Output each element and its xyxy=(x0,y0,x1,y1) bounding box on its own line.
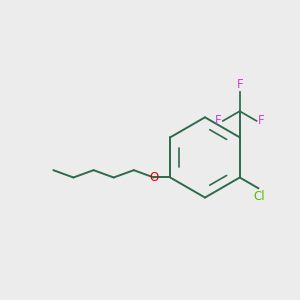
Text: Cl: Cl xyxy=(253,190,265,203)
Text: F: F xyxy=(258,114,265,128)
Text: F: F xyxy=(236,78,243,91)
Text: F: F xyxy=(214,114,221,128)
Text: O: O xyxy=(149,171,158,184)
